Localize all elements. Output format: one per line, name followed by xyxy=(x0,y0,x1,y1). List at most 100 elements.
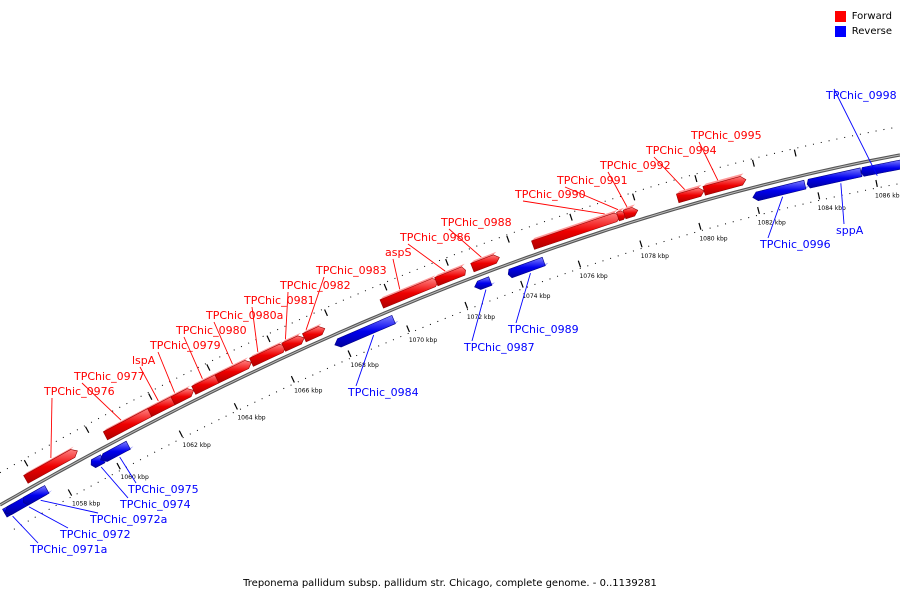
gene-label-tpchic-0986[interactable]: TPChic_0986 xyxy=(399,231,471,244)
gene-label-lspa[interactable]: lspA xyxy=(132,354,156,367)
ruler-tick-label: 1084 kbp xyxy=(818,205,846,212)
gene-label-tpchic-0998[interactable]: TPChic_0998 xyxy=(825,89,897,102)
ruler-tick xyxy=(67,489,73,496)
gene-label-tpchic-0996[interactable]: TPChic_0996 xyxy=(759,238,831,251)
forward-tick xyxy=(383,283,388,291)
legend-label-reverse: Reverse xyxy=(851,26,892,37)
gene-label-tpchic-0990[interactable]: TPChic_0990 xyxy=(514,188,586,201)
gene-arrow[interactable] xyxy=(302,326,326,343)
gene-arrow[interactable] xyxy=(334,315,396,348)
gene-label-tpchic-0987[interactable]: TPChic_0987 xyxy=(463,341,535,354)
gene-bevel xyxy=(191,371,218,387)
gene-tpchic-0975[interactable] xyxy=(99,440,134,462)
gene-tpchic-0994[interactable] xyxy=(676,184,705,204)
gene-tpchic-0983[interactable] xyxy=(302,323,326,343)
gene-arrow[interactable] xyxy=(702,176,747,196)
forward-tick xyxy=(632,193,636,201)
gene-label-tpchic-0971a[interactable]: TPChic_0971a xyxy=(29,543,107,556)
gene-arrow[interactable] xyxy=(434,266,466,287)
gene-leader-line xyxy=(285,291,289,340)
gene-leader-line xyxy=(157,351,175,393)
gene-label-tpchic-0995[interactable]: TPChic_0995 xyxy=(690,129,762,142)
gene-arrow[interactable] xyxy=(622,207,639,220)
ruler-tick xyxy=(577,260,582,268)
gene-tpchic-0981[interactable] xyxy=(249,341,287,367)
gene-label-tpchic-0974[interactable]: TPChic_0974 xyxy=(119,498,191,511)
ruler-tick xyxy=(757,206,760,214)
gene-tpchic-0988[interactable] xyxy=(470,251,500,273)
gene-tpchic-0984[interactable] xyxy=(334,315,399,348)
forward-tick xyxy=(751,159,755,167)
gene-label-asps[interactable]: aspS xyxy=(385,246,411,259)
gene-leader-line xyxy=(139,366,159,402)
ruler-tick xyxy=(178,430,183,438)
gene-label-tpchic-0984[interactable]: TPChic_0984 xyxy=(347,386,419,399)
forward-tick xyxy=(445,258,449,266)
ruler-tick-label: 1076 kbp xyxy=(579,273,607,280)
gene-arrow[interactable] xyxy=(752,179,807,202)
gene-arrow[interactable] xyxy=(170,388,195,406)
gene-tpchic-0972a[interactable] xyxy=(23,485,53,506)
gene-arrow[interactable] xyxy=(214,360,252,384)
gene-leader-line xyxy=(522,200,605,215)
gene-label-tpchic-0989[interactable]: TPChic_0989 xyxy=(507,323,579,336)
gene-sppa[interactable] xyxy=(806,167,865,189)
gene-label-tpchic-0972a[interactable]: TPChic_0972a xyxy=(89,513,167,526)
gene-label-tpchic-0983[interactable]: TPChic_0983 xyxy=(315,264,387,277)
gene-label-tpchic-0988[interactable]: TPChic_0988 xyxy=(440,216,512,229)
forward-tick xyxy=(569,213,573,221)
genome-backbone xyxy=(0,153,900,507)
gene-arrow[interactable] xyxy=(99,440,131,462)
legend-item-reverse[interactable]: Reverse xyxy=(834,24,892,39)
forward-tick xyxy=(23,459,29,467)
gene-label-tpchic-0982[interactable]: TPChic_0982 xyxy=(279,279,351,292)
gene-tpchic-0982[interactable] xyxy=(281,332,305,352)
gene-label-tpchic-0991[interactable]: TPChic_0991 xyxy=(556,174,628,187)
gene-arrow[interactable] xyxy=(860,159,900,177)
ruler-tick-label: 1086 kbp xyxy=(875,193,900,200)
gene-bevel xyxy=(170,385,191,397)
gene-tpchic-0987[interactable] xyxy=(474,276,495,290)
legend-item-forward[interactable]: Forward xyxy=(834,9,892,24)
gene-arrow[interactable] xyxy=(23,449,78,484)
gene-label-tpchic-0994[interactable]: TPChic_0994 xyxy=(645,144,717,157)
gene-tpchic-0989[interactable] xyxy=(507,256,549,279)
gene-label-tpchic-0976[interactable]: TPChic_0976 xyxy=(43,385,115,398)
ruler-tick-label: 1060 kbp xyxy=(121,474,149,481)
gene-label-tpchic-0977[interactable]: TPChic_0977 xyxy=(73,370,145,383)
gene-tpchic-0986[interactable] xyxy=(434,263,466,287)
gene-tpchic-0979[interactable] xyxy=(170,385,195,406)
gene-label-tpchic-0992[interactable]: TPChic_0992 xyxy=(599,159,671,172)
gene-label-tpchic-0975[interactable]: TPChic_0975 xyxy=(127,483,199,496)
gene-label-tpchic-0981[interactable]: TPChic_0981 xyxy=(243,294,315,307)
forward-tick xyxy=(793,149,797,157)
gene-tpchic-0996[interactable] xyxy=(752,179,809,202)
gene-label-tpchic-0980[interactable]: TPChic_0980 xyxy=(175,324,247,337)
gene-tpchic-0998[interactable] xyxy=(860,159,900,177)
gene-arrow[interactable] xyxy=(507,256,546,279)
ruler-tick-label: 1070 kbp xyxy=(409,337,437,344)
gene-arrow[interactable] xyxy=(806,167,863,189)
gene-arrow[interactable] xyxy=(23,485,50,506)
gene-tpchic-0980a[interactable] xyxy=(214,357,252,384)
gene-label-tpchic-0972[interactable]: TPChic_0972 xyxy=(59,528,131,541)
gene-tpchic-0976[interactable] xyxy=(23,446,78,484)
gene-arrow[interactable] xyxy=(281,335,305,352)
forward-tick xyxy=(694,175,698,183)
gene-arrow[interactable] xyxy=(474,276,493,290)
gene-arrow[interactable] xyxy=(676,187,705,204)
gene-leader-line xyxy=(28,506,69,529)
gene-tpchic-0995[interactable] xyxy=(702,173,747,196)
gene-leader-line xyxy=(653,156,686,190)
gene-label-tpchic-0979[interactable]: TPChic_0979 xyxy=(149,339,221,352)
gene-label-sppa[interactable]: sppA xyxy=(836,224,864,237)
gene-leader-line xyxy=(392,258,401,290)
gene-leader-line xyxy=(119,456,137,484)
gene-label-tpchic-0980a[interactable]: TPChic_0980a xyxy=(205,309,283,322)
gene-tpchic-0992[interactable] xyxy=(622,204,639,220)
gene-leader-line xyxy=(81,382,122,421)
gene-leader-line xyxy=(355,334,375,387)
gene-arrow[interactable] xyxy=(470,254,500,273)
